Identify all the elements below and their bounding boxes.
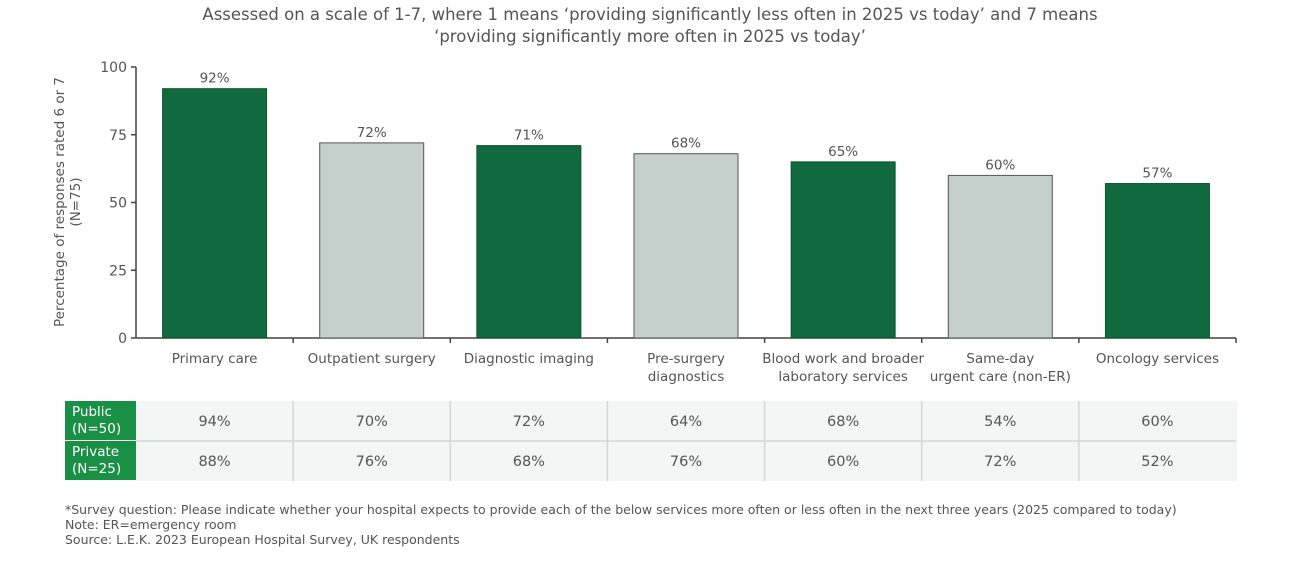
footnote-source: Source: L.E.K. 2023 European Hospital Su… (65, 532, 460, 547)
table-cell: 64% (670, 414, 702, 430)
y-axis-label-line: (N=75) (68, 177, 84, 226)
table-cell: 54% (984, 414, 1016, 430)
category-label: Blood work and broader (762, 351, 924, 367)
y-tick-label: 100 (100, 60, 127, 76)
y-tick-label: 50 (109, 196, 127, 212)
table-cell: 88% (198, 454, 230, 470)
table-row-label: Private (72, 444, 119, 460)
table-cell: 60% (827, 454, 859, 470)
chart-title: Assessed on a scale of 1-7, where 1 mean… (0, 4, 1300, 48)
y-axis-label-line: Percentage of responses rated 6 or 7 (52, 77, 68, 327)
category-label: urgent care (non-ER) (930, 369, 1071, 385)
data-label: 65% (828, 144, 858, 160)
table-row-label-cell (65, 441, 136, 480)
bar-chart: Percentage of responses rated 6 or 7(N=7… (52, 60, 1237, 481)
data-label: 92% (200, 71, 230, 87)
footnote-survey: *Survey question: Please indicate whethe… (65, 502, 1177, 517)
category-label: laboratory services (778, 369, 907, 385)
table-row-label-cell (65, 401, 136, 440)
bar-4 (790, 161, 896, 339)
category-label: Pre-surgery (647, 351, 725, 367)
y-tick-label: 0 (118, 331, 127, 347)
data-label: 57% (1142, 166, 1172, 182)
table-cell: 72% (984, 454, 1016, 470)
table-row-label: (N=25) (72, 461, 121, 477)
data-label: 72% (357, 125, 387, 141)
data-label: 68% (671, 136, 701, 152)
category-label: diagnostics (648, 369, 725, 385)
table-cell: 72% (513, 414, 545, 430)
table-cell: 76% (356, 454, 388, 470)
table-cell: 94% (198, 414, 230, 430)
category-label: Oncology services (1096, 351, 1219, 367)
y-axis-label: Percentage of responses rated 6 or 7(N=7… (52, 77, 84, 327)
table-row-label: Public (72, 404, 112, 420)
footnotes: *Survey question: Please indicate whethe… (65, 502, 1177, 547)
bar-3 (633, 153, 739, 339)
table-row-label: (N=50) (72, 421, 121, 437)
data-label: 71% (514, 128, 544, 144)
bar-1 (319, 142, 425, 339)
chart-title-line: ‘providing significantly more often in 2… (434, 27, 866, 46)
footnote-note: Note: ER=emergency room (65, 517, 237, 532)
table-cell: 52% (1141, 454, 1173, 470)
y-tick-label: 25 (109, 263, 127, 279)
table-cell: 68% (827, 414, 859, 430)
table-cell: 68% (513, 454, 545, 470)
table-cell: 70% (356, 414, 388, 430)
category-label: Outpatient surgery (308, 351, 436, 367)
category-label: Diagnostic imaging (464, 351, 594, 367)
category-label: Primary care (172, 351, 258, 367)
y-tick-label: 75 (109, 128, 127, 144)
bar-6 (1104, 183, 1210, 339)
bar-0 (162, 88, 268, 339)
bar-2 (476, 145, 582, 339)
table-cell: 76% (670, 454, 702, 470)
chart-title-line: Assessed on a scale of 1-7, where 1 mean… (202, 5, 1098, 24)
category-label: Same-day (966, 351, 1034, 367)
bar-5 (947, 174, 1053, 339)
data-label: 60% (985, 157, 1015, 173)
table-cell: 60% (1141, 414, 1173, 430)
